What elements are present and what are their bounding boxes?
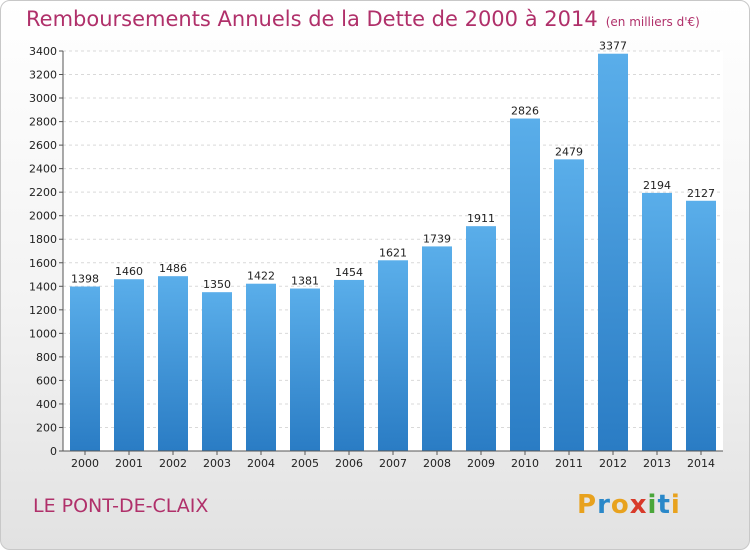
x-tick-label: 2011 [555, 457, 583, 470]
y-tick-label: 2800 [29, 116, 57, 129]
bar-value-label: 1422 [247, 270, 275, 283]
bar-value-label: 2127 [687, 187, 715, 200]
y-tick-label: 3400 [29, 45, 57, 58]
x-axis: 2000 2001 2002 2003 2004 2005 2006 2007 2008 2009… [63, 450, 723, 470]
bar-value-label: 1739 [423, 232, 451, 245]
chart-title: Remboursements Annuels de la Dette de 20… [26, 7, 700, 31]
bars: 1398 1460 1486 1350 1422 1381 1454 1621 1739 1911… [70, 40, 716, 452]
bar-value-label: 1486 [159, 262, 187, 275]
chart-title-text: Remboursements Annuels de la Dette de 20… [26, 7, 598, 31]
y-tick-label: 3000 [29, 92, 57, 105]
proxiti-logo[interactable]: Proxiti [577, 490, 681, 520]
bar-2000 [70, 286, 100, 451]
bar-2002 [158, 276, 188, 451]
x-tick-label: 2007 [379, 457, 407, 470]
bar-value-label: 3377 [599, 40, 627, 53]
logo-letter: r [597, 490, 611, 520]
y-tick-label: 2000 [29, 210, 57, 223]
bar-2006 [334, 279, 364, 451]
bar-2012 [598, 53, 628, 452]
logo-letter: i [647, 490, 658, 520]
bar-value-label: 1454 [335, 266, 363, 279]
y-axis: 0 200 400 600 800 1000 1200 1400 1600 1800 2000 220… [29, 45, 64, 458]
x-tick-label: 2012 [599, 457, 627, 470]
logo-letter: P [577, 490, 598, 520]
logo-letter: x [629, 490, 648, 520]
bar-2014 [686, 200, 716, 451]
chart-unit-note: (en milliers d'€) [605, 15, 700, 29]
bar-value-label: 1911 [467, 212, 495, 225]
y-tick-label: 600 [36, 374, 57, 387]
y-tick-label: 800 [36, 351, 57, 364]
x-tick-label: 2010 [511, 457, 539, 470]
y-tick-label: 1400 [29, 280, 57, 293]
bar-value-label: 2479 [555, 145, 583, 158]
y-tick-label: 1200 [29, 304, 57, 317]
y-tick-label: 0 [50, 445, 57, 458]
place-name: LE PONT-DE-CLAIX [33, 495, 209, 517]
y-tick-label: 1800 [29, 233, 57, 246]
bar-value-label: 1381 [291, 275, 319, 288]
bar-2003 [202, 292, 232, 451]
bar-2007 [378, 260, 408, 451]
x-tick-label: 2005 [291, 457, 319, 470]
x-tick-label: 2006 [335, 457, 363, 470]
bar-value-label: 2194 [643, 179, 671, 192]
y-tick-label: 2200 [29, 186, 57, 199]
x-tick-label: 2009 [467, 457, 495, 470]
bar-2009 [466, 226, 496, 451]
bar-2004 [246, 283, 276, 451]
x-tick-label: 2003 [203, 457, 231, 470]
y-tick-label: 2600 [29, 139, 57, 152]
bar-2005 [290, 288, 320, 451]
y-tick-label: 200 [36, 421, 57, 434]
y-tick-label: 400 [36, 398, 57, 411]
bar-value-label: 1398 [71, 273, 99, 286]
y-tick-label: 2400 [29, 163, 57, 176]
x-tick-label: 2000 [71, 457, 99, 470]
bar-value-label: 1350 [203, 278, 231, 291]
y-tick-label: 3200 [29, 69, 57, 82]
logo-letter: t [657, 490, 671, 520]
y-tick-label: 1600 [29, 257, 57, 270]
bar-value-label: 1621 [379, 246, 407, 259]
bar-2010 [510, 118, 540, 451]
x-tick-label: 2014 [687, 457, 715, 470]
bar-2001 [114, 279, 144, 451]
logo-letter: i [670, 490, 681, 520]
logo-letter: o [610, 490, 630, 520]
bar-2011 [554, 159, 584, 451]
bar-value-label: 1460 [115, 265, 143, 278]
x-tick-label: 2001 [115, 457, 143, 470]
x-tick-label: 2008 [423, 457, 451, 470]
x-tick-label: 2004 [247, 457, 275, 470]
bar-2008 [422, 246, 452, 451]
bar-2013 [642, 192, 672, 451]
y-tick-label: 1000 [29, 327, 57, 340]
x-tick-label: 2013 [643, 457, 671, 470]
x-tick-label: 2002 [159, 457, 187, 470]
bar-value-label: 2826 [511, 105, 539, 118]
